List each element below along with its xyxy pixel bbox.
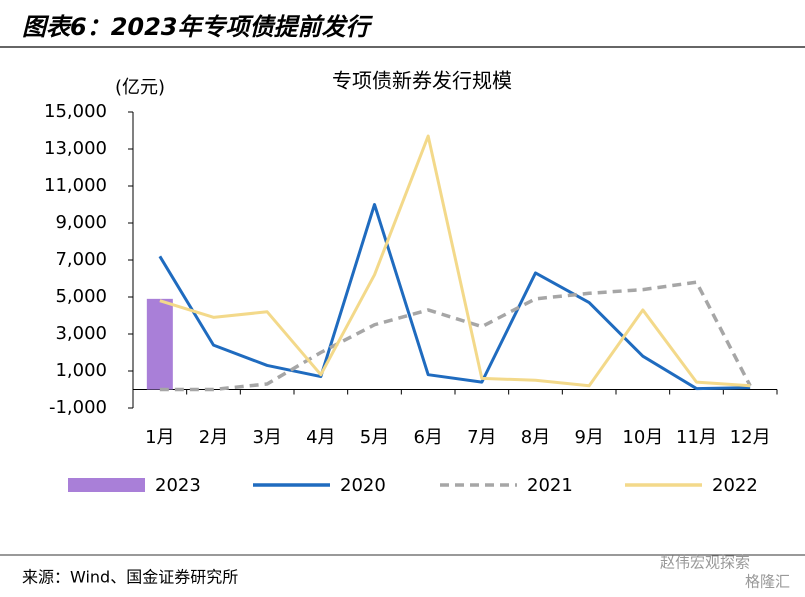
header-title: 图表6：2023年专项债提前发行 (22, 13, 373, 41)
x-tick-label: 4月 (306, 427, 335, 448)
series-line (159, 280, 752, 392)
y-tick-label: 1,000 (55, 360, 107, 381)
y-tick-label: 11,000 (44, 175, 107, 196)
y-tick-label: 13,000 (44, 138, 107, 159)
x-tick-label: 8月 (521, 427, 550, 448)
x-tick-label: 9月 (574, 427, 603, 448)
y-tick-label: -1,000 (49, 397, 107, 418)
legend-label: 2020 (340, 475, 386, 496)
series-line (158, 203, 751, 391)
watermark: 赵伟宏观探索 (660, 554, 750, 572)
x-tick-label: 1月 (145, 427, 174, 448)
x-tick-label: 12月 (730, 427, 771, 448)
y-tick-label: 5,000 (55, 286, 107, 307)
y-tick-label: 9,000 (55, 212, 107, 233)
legend-label: 2022 (712, 475, 758, 496)
chart-title: 专项债新券发行规模 (332, 69, 512, 93)
x-tick-label: 3月 (252, 427, 281, 448)
y-tick-label: 3,000 (55, 323, 107, 344)
bar (146, 298, 173, 390)
legend-label: 2023 (155, 475, 201, 496)
x-tick-label: 2月 (199, 427, 228, 448)
x-tick-label: 11月 (676, 427, 717, 448)
series-line (159, 134, 751, 388)
legend-swatch (68, 478, 145, 492)
x-tick-label: 5月 (360, 427, 389, 448)
x-tick-label: 6月 (413, 427, 442, 448)
x-tick-label: 7月 (467, 427, 496, 448)
y-tick-label: 7,000 (55, 249, 107, 270)
source: 来源：Wind、国金证券研究所 (22, 568, 238, 587)
legend-label: 2021 (527, 475, 573, 496)
x-tick-label: 10月 (622, 427, 663, 448)
watermark: 格隆汇 (745, 573, 790, 591)
y-tick-label: 15,000 (44, 101, 107, 122)
y-axis-label: (亿元) (115, 77, 165, 98)
